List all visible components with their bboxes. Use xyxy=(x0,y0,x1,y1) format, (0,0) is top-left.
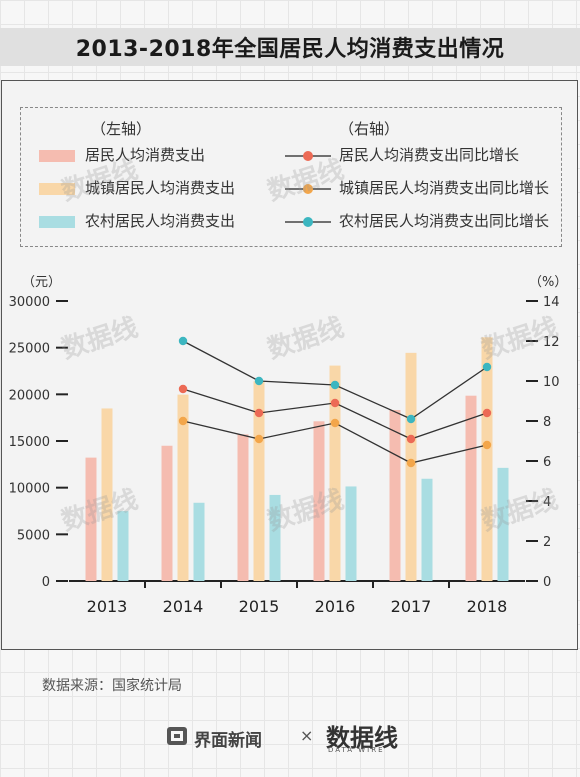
bar xyxy=(421,478,433,581)
line-point xyxy=(178,336,188,346)
legend-label-urban: 城镇居民人均消费支出 xyxy=(85,179,236,197)
line-point xyxy=(254,434,264,444)
left-tick-label: 25000 xyxy=(9,342,50,357)
bar xyxy=(237,434,249,581)
legend-label-rural: 农村居民人均消费支出 xyxy=(85,212,236,230)
line-point xyxy=(406,414,416,424)
right-tick-label: 8 xyxy=(543,415,551,430)
right-tick-label: 12 xyxy=(543,335,560,350)
x-tick-label: 2018 xyxy=(467,597,508,616)
bar xyxy=(101,408,113,581)
left-axis-unit: （元） xyxy=(22,275,61,290)
line-point xyxy=(406,458,416,468)
line-point xyxy=(330,380,340,390)
line-point xyxy=(482,362,492,372)
bar xyxy=(253,381,265,581)
line-point xyxy=(178,416,188,426)
legend-left-axis-label: （左轴） xyxy=(91,120,152,138)
bar xyxy=(269,494,281,581)
brand-datawire-sub: DATA WIRE xyxy=(328,746,385,754)
line-point xyxy=(482,408,492,418)
x-tick-label: 2016 xyxy=(315,597,356,616)
line-point xyxy=(482,440,492,450)
line-point xyxy=(254,408,264,418)
right-tick-label: 0 xyxy=(543,575,551,590)
chart-title: 2013-2018年全国居民人均消费支出情况 xyxy=(75,37,505,62)
brand-datawire: 数据线 xyxy=(326,723,398,752)
bar xyxy=(117,511,129,581)
x-tick-label: 2015 xyxy=(239,597,280,616)
legend-swatch-urban xyxy=(39,183,75,195)
source-note: 数据来源：国家统计局 xyxy=(42,678,182,694)
legend-line-urban xyxy=(285,184,331,194)
line-point xyxy=(254,376,264,386)
right-axis-unit: （%） xyxy=(529,275,567,290)
right-tick-label: 10 xyxy=(543,375,560,390)
chart-panel: （左轴） （右轴） 居民人均消费支出 城镇居民人均消费支出 农村居民人均消费支出… xyxy=(1,80,578,650)
legend-label-rural-growth: 农村居民人均消费支出同比增长 xyxy=(339,212,550,230)
bar xyxy=(313,421,325,581)
bar xyxy=(345,486,357,581)
left-tick-label: 30000 xyxy=(9,295,50,310)
legend: （左轴） （右轴） 居民人均消费支出 城镇居民人均消费支出 农村居民人均消费支出… xyxy=(20,107,562,247)
x-tick-label: 2017 xyxy=(391,597,432,616)
line-point xyxy=(330,418,340,428)
line-point xyxy=(330,398,340,408)
bar xyxy=(85,457,97,581)
bar xyxy=(161,445,173,581)
legend-swatch-rural xyxy=(39,216,75,228)
right-tick-label: 6 xyxy=(543,455,551,470)
bar xyxy=(177,394,189,581)
bar xyxy=(193,502,205,581)
line-point xyxy=(406,434,416,444)
news-logo-icon xyxy=(167,727,187,745)
title-band: 2013-2018年全国居民人均消费支出情况 xyxy=(0,28,580,66)
legend-label-urban-growth: 城镇居民人均消费支出同比增长 xyxy=(339,179,550,197)
right-tick-label: 2 xyxy=(543,535,551,550)
legend-line-rural xyxy=(285,217,331,227)
x-tick-label: 2014 xyxy=(163,597,204,616)
legend-swatch-resident xyxy=(39,150,75,162)
line-point xyxy=(178,384,188,394)
left-tick-label: 5000 xyxy=(17,528,50,543)
legend-label-resident: 居民人均消费支出 xyxy=(85,146,206,164)
legend-right-axis-label: （右轴） xyxy=(339,120,400,138)
footer: 界面新闻 × 数据线 DATA WIRE xyxy=(0,718,580,754)
bar xyxy=(481,337,493,581)
right-tick-label: 4 xyxy=(543,495,551,510)
left-tick-label: 15000 xyxy=(9,435,50,450)
right-tick-label: 14 xyxy=(543,295,560,310)
bar xyxy=(465,395,477,581)
x-tick-label: 2013 xyxy=(87,597,128,616)
left-tick-label: 20000 xyxy=(9,388,50,403)
left-tick-label: 0 xyxy=(42,575,50,590)
bar xyxy=(389,409,401,581)
chart-svg: （元） （%） 0 5000 10000 15000 20000 25000 30000 0 2 4 6… xyxy=(9,275,568,616)
left-tick-label: 10000 xyxy=(9,482,50,497)
legend-line-resident xyxy=(285,151,331,161)
brand-separator: × xyxy=(300,726,314,745)
brand-jiemian: 界面新闻 xyxy=(194,731,262,751)
bar xyxy=(497,467,509,581)
bar xyxy=(329,365,341,581)
legend-label-resident-growth: 居民人均消费支出同比增长 xyxy=(339,146,520,164)
